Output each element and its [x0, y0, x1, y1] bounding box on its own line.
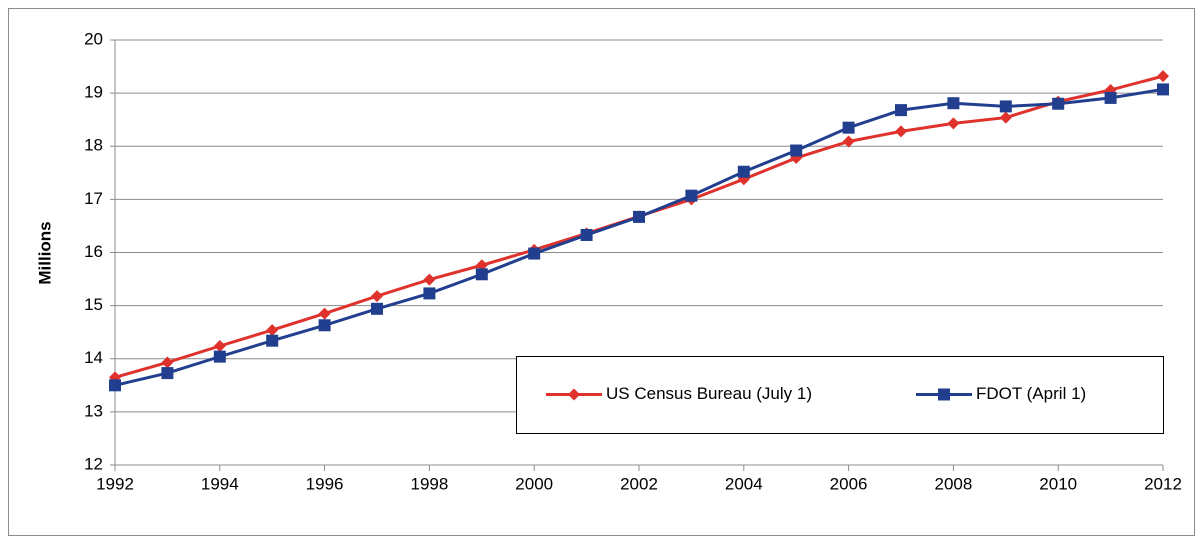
x-tick-label: 2010	[1039, 474, 1077, 493]
marker	[842, 135, 855, 148]
y-tick-label: 20	[84, 29, 103, 48]
marker	[423, 273, 436, 286]
marker	[999, 111, 1012, 124]
x-tick-label: 2006	[830, 474, 868, 493]
marker	[161, 367, 174, 380]
marker	[790, 144, 803, 157]
x-tick-label: 2012	[1144, 474, 1182, 493]
marker	[685, 189, 698, 202]
marker	[528, 247, 541, 260]
marker	[568, 388, 580, 401]
marker	[1104, 91, 1117, 104]
y-tick-label: 17	[84, 189, 103, 208]
marker	[999, 100, 1012, 113]
y-axis-label: Millions	[35, 221, 54, 284]
y-tick-label: 18	[84, 136, 103, 155]
x-tick-label: 2004	[725, 474, 763, 493]
y-tick-label: 14	[84, 348, 103, 367]
marker	[737, 165, 750, 178]
x-tick-label: 1992	[96, 474, 134, 493]
marker	[161, 356, 174, 369]
marker	[895, 104, 907, 117]
x-tick-label: 2002	[620, 474, 658, 493]
chart-border	[8, 8, 1195, 536]
y-tick-label: 16	[84, 242, 103, 261]
marker	[266, 334, 279, 347]
marker	[475, 268, 488, 281]
marker	[371, 302, 383, 315]
marker	[580, 228, 593, 241]
marker	[1052, 97, 1065, 110]
legend-label: FDOT (April 1)	[976, 384, 1086, 403]
marker	[633, 210, 645, 223]
marker	[213, 350, 226, 363]
x-tick-label: 1994	[201, 474, 239, 493]
marker	[318, 307, 331, 320]
marker	[947, 117, 960, 130]
marker	[947, 97, 960, 110]
marker	[371, 290, 383, 303]
y-tick-label: 19	[84, 83, 103, 102]
legend-label: US Census Bureau (July 1)	[606, 384, 812, 403]
x-tick-label: 1996	[306, 474, 344, 493]
legend-box	[516, 356, 1164, 434]
marker	[475, 259, 488, 272]
marker	[895, 125, 907, 138]
marker	[213, 340, 226, 352]
marker	[842, 121, 855, 134]
marker	[266, 324, 279, 337]
marker	[318, 319, 331, 332]
marker	[109, 379, 121, 392]
x-tick-label: 2008	[934, 474, 972, 493]
marker	[1157, 83, 1169, 96]
marker	[1157, 70, 1169, 83]
y-tick-label: 15	[84, 295, 103, 314]
marker	[938, 388, 950, 401]
x-tick-label: 2000	[515, 474, 553, 493]
y-tick-label: 13	[84, 401, 103, 420]
marker	[423, 287, 436, 300]
y-tick-label: 12	[84, 454, 103, 473]
x-tick-label: 1998	[410, 474, 448, 493]
